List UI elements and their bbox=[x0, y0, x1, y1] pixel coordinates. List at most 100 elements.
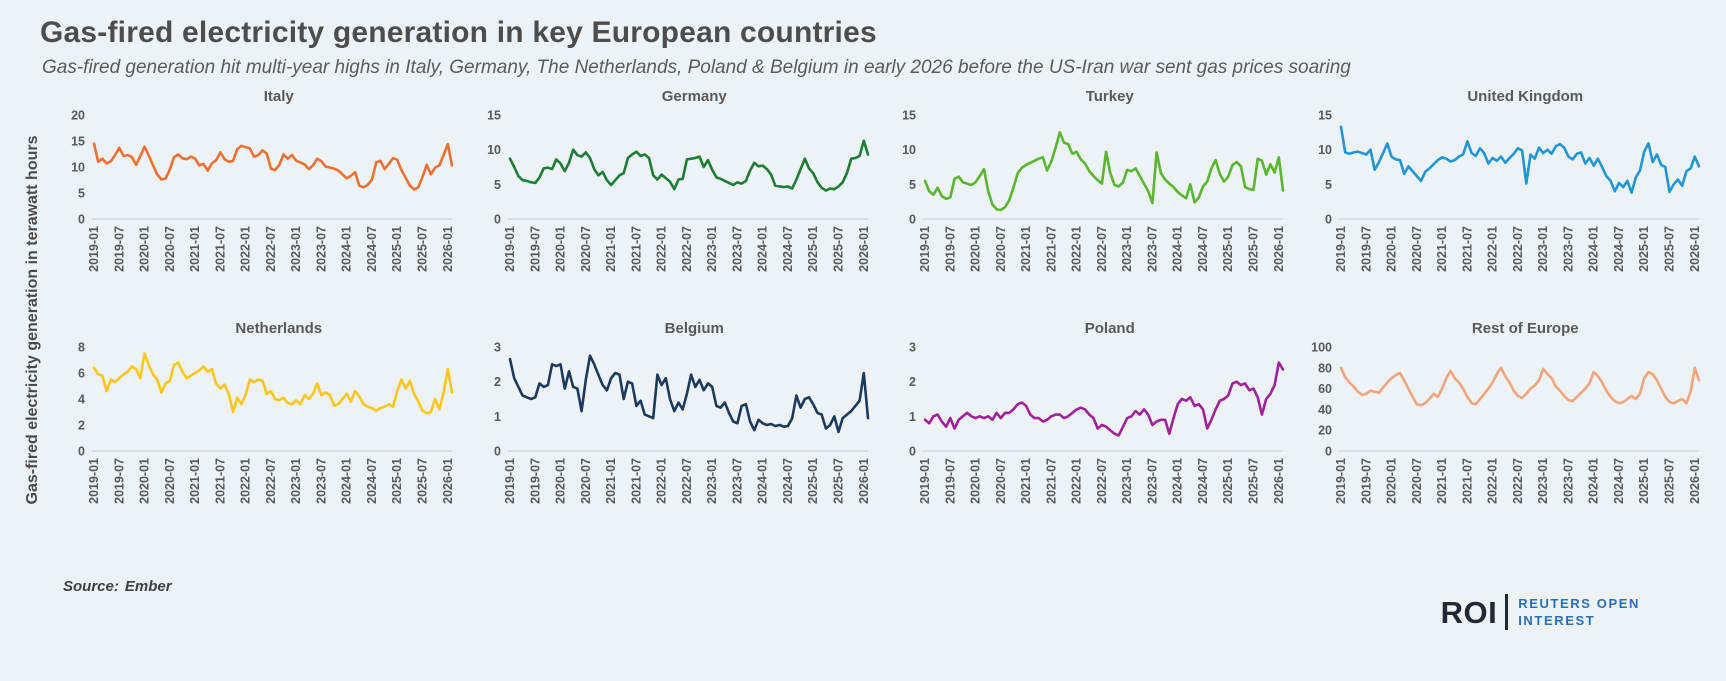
chart-plot-italy: 0 5 10 15 20 2019-01 2019-07 2020-01 2020-07 2021… bbox=[71, 109, 455, 272]
svg-text:2021-07: 2021-07 bbox=[629, 458, 643, 504]
svg-text:2020-01: 2020-01 bbox=[969, 226, 983, 272]
svg-text:2025-01: 2025-01 bbox=[390, 458, 404, 504]
svg-text:3: 3 bbox=[494, 341, 501, 355]
page-subtitle: Gas-fired generation hit multi-year high… bbox=[42, 57, 1351, 78]
svg-text:2020-07: 2020-07 bbox=[1409, 458, 1423, 504]
svg-text:2022-01: 2022-01 bbox=[1070, 226, 1084, 272]
svg-text:2023-07: 2023-07 bbox=[314, 458, 328, 504]
svg-text:2026-01: 2026-01 bbox=[441, 458, 455, 504]
svg-text:2023-01: 2023-01 bbox=[705, 458, 719, 504]
svg-text:2023-07: 2023-07 bbox=[1561, 458, 1575, 504]
svg-text:2024-01: 2024-01 bbox=[340, 458, 354, 504]
svg-text:0: 0 bbox=[909, 213, 916, 227]
svg-text:10: 10 bbox=[1318, 143, 1332, 157]
svg-text:0: 0 bbox=[909, 445, 916, 459]
svg-text:2025-01: 2025-01 bbox=[1221, 458, 1235, 504]
svg-text:2024-07: 2024-07 bbox=[1611, 226, 1625, 272]
svg-text:2019-07: 2019-07 bbox=[112, 226, 126, 272]
svg-text:2024-07: 2024-07 bbox=[1196, 458, 1210, 504]
svg-text:2019-07: 2019-07 bbox=[112, 458, 126, 504]
source-label: Source: bbox=[63, 578, 119, 595]
svg-text:2023-01: 2023-01 bbox=[1120, 226, 1134, 272]
chart-title-germany: Germany bbox=[661, 88, 727, 105]
svg-text:2022-01: 2022-01 bbox=[654, 458, 668, 504]
svg-text:2022-07: 2022-07 bbox=[1095, 458, 1109, 504]
svg-text:2023-07: 2023-07 bbox=[1145, 226, 1159, 272]
svg-text:2: 2 bbox=[909, 375, 916, 389]
svg-text:2022-01: 2022-01 bbox=[1485, 226, 1499, 272]
svg-text:10: 10 bbox=[487, 143, 501, 157]
page-title: Gas-fired electricity generation in key … bbox=[40, 16, 877, 49]
svg-text:0: 0 bbox=[494, 445, 501, 459]
svg-text:2023-07: 2023-07 bbox=[1145, 458, 1159, 504]
svg-text:2020-07: 2020-07 bbox=[163, 226, 177, 272]
svg-text:2019-07: 2019-07 bbox=[528, 458, 542, 504]
svg-text:2023-07: 2023-07 bbox=[730, 226, 744, 272]
source-value: Ember bbox=[124, 578, 172, 595]
svg-text:2: 2 bbox=[494, 375, 501, 389]
svg-text:8: 8 bbox=[78, 341, 85, 355]
svg-text:2022-07: 2022-07 bbox=[679, 226, 693, 272]
svg-text:2024-07: 2024-07 bbox=[780, 226, 794, 272]
svg-text:2022-01: 2022-01 bbox=[654, 226, 668, 272]
svg-text:2019-01: 2019-01 bbox=[87, 458, 101, 504]
shared-y-axis-label: Gas-fired electricity generation in tera… bbox=[24, 135, 41, 505]
svg-text:2026-01: 2026-01 bbox=[441, 226, 455, 272]
logo-divider bbox=[1505, 594, 1509, 630]
chart-plot-belgium: 0 1 2 3 2019-01 2019-07 2020-01 2020-07 2021-01 2… bbox=[494, 341, 871, 504]
svg-text:2025-01: 2025-01 bbox=[1221, 226, 1235, 272]
svg-text:2023-01: 2023-01 bbox=[1536, 458, 1550, 504]
chart-region: Gas-fired electricity generation in tera… bbox=[0, 87, 1726, 547]
svg-text:2023-01: 2023-01 bbox=[289, 458, 303, 504]
svg-text:2019-07: 2019-07 bbox=[943, 226, 957, 272]
chart-title-rest-of-europe: Rest of Europe bbox=[1471, 320, 1579, 337]
svg-text:2026-01: 2026-01 bbox=[1272, 458, 1286, 504]
svg-text:2022-01: 2022-01 bbox=[1070, 458, 1084, 504]
chart-title-italy: Italy bbox=[263, 88, 294, 105]
svg-text:2020-01: 2020-01 bbox=[1384, 458, 1398, 504]
svg-text:2019-07: 2019-07 bbox=[528, 226, 542, 272]
svg-text:2021-07: 2021-07 bbox=[213, 226, 227, 272]
svg-text:2020-01: 2020-01 bbox=[138, 458, 152, 504]
svg-text:2019-01: 2019-01 bbox=[918, 458, 932, 504]
svg-text:2021-07: 2021-07 bbox=[629, 226, 643, 272]
svg-text:15: 15 bbox=[71, 135, 85, 149]
chart-title-united-kingdom: United Kingdom bbox=[1467, 88, 1584, 105]
svg-text:2022-07: 2022-07 bbox=[1510, 458, 1524, 504]
svg-text:2021-01: 2021-01 bbox=[1435, 226, 1449, 272]
svg-text:15: 15 bbox=[487, 109, 501, 123]
svg-text:40: 40 bbox=[1318, 403, 1332, 417]
svg-text:2021-01: 2021-01 bbox=[188, 458, 202, 504]
chart-panel-rest-of-europe: Rest of Europe 0 20 40 60 80 100 2019-01 2019-0… bbox=[1305, 319, 1713, 547]
svg-text:2021-01: 2021-01 bbox=[604, 458, 618, 504]
chart-panel-belgium: Belgium 0 1 2 3 2019-01 2019-07 2020-01 2020-07… bbox=[474, 319, 882, 547]
svg-text:0: 0 bbox=[494, 213, 501, 227]
svg-text:2024-01: 2024-01 bbox=[340, 226, 354, 272]
svg-text:2019-07: 2019-07 bbox=[1359, 226, 1373, 272]
svg-text:2024-07: 2024-07 bbox=[365, 458, 379, 504]
svg-text:6: 6 bbox=[78, 367, 85, 381]
svg-text:2022-07: 2022-07 bbox=[264, 226, 278, 272]
svg-text:2022-07: 2022-07 bbox=[679, 458, 693, 504]
svg-text:2019-01: 2019-01 bbox=[1334, 226, 1348, 272]
chart-plot-netherlands: 0 2 4 6 8 2019-01 2019-07 2020-01 2020-07 2021-01… bbox=[78, 341, 455, 504]
svg-text:2021-01: 2021-01 bbox=[1019, 226, 1033, 272]
svg-text:2024-01: 2024-01 bbox=[755, 226, 769, 272]
svg-text:5: 5 bbox=[494, 178, 501, 192]
svg-text:5: 5 bbox=[78, 187, 85, 201]
chart-title-turkey: Turkey bbox=[1085, 88, 1134, 105]
svg-text:2024-01: 2024-01 bbox=[755, 458, 769, 504]
svg-text:2025-07: 2025-07 bbox=[831, 226, 845, 272]
chart-plot-rest-of-europe: 0 20 40 60 80 100 2019-01 2019-07 2020-01 2020-07… bbox=[1311, 341, 1702, 504]
svg-text:2021-07: 2021-07 bbox=[1460, 458, 1474, 504]
svg-text:2025-07: 2025-07 bbox=[416, 458, 430, 504]
svg-text:1: 1 bbox=[909, 410, 916, 424]
svg-text:2021-07: 2021-07 bbox=[1044, 226, 1058, 272]
svg-text:2023-07: 2023-07 bbox=[314, 226, 328, 272]
svg-text:5: 5 bbox=[909, 178, 916, 192]
svg-text:2019-07: 2019-07 bbox=[943, 458, 957, 504]
svg-text:2021-01: 2021-01 bbox=[604, 226, 618, 272]
svg-text:2022-07: 2022-07 bbox=[1095, 226, 1109, 272]
svg-text:2020-01: 2020-01 bbox=[1384, 226, 1398, 272]
